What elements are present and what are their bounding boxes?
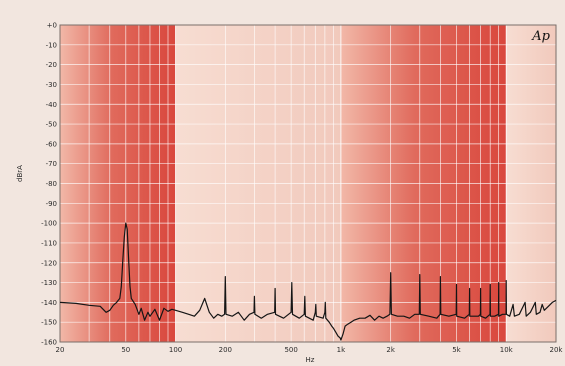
y-tick-label: +0 [47, 22, 57, 30]
x-tick-label: 10k [500, 346, 514, 354]
y-tick-label: -40 [46, 101, 57, 109]
y-tick-label: -80 [46, 180, 57, 188]
y-tick-label: -20 [46, 61, 57, 69]
y-tick-label: -50 [46, 121, 57, 129]
y-tick-label: -60 [46, 140, 57, 148]
x-tick-label: 20k [550, 346, 564, 354]
plot-frame [59, 24, 557, 343]
y-tick-label: -160 [41, 339, 57, 347]
y-tick-label: -100 [41, 220, 57, 228]
y-tick-label: -130 [41, 279, 57, 287]
y-tick-label: -10 [46, 41, 57, 49]
x-tick-label: 200 [219, 346, 232, 354]
y-tick-label: -70 [46, 160, 57, 168]
x-tick-label: 100 [169, 346, 182, 354]
y-axis-label: dBrA [16, 165, 24, 182]
spectrum-trace [59, 222, 557, 341]
x-axis-label: Hz [306, 356, 315, 364]
x-axis-ticks: 20 50 100 200 500 1k 2k 5k 10k 20k [56, 346, 564, 354]
x-tick-label: 2k [386, 346, 395, 354]
x-tick-label: 500 [284, 346, 297, 354]
x-tick-label: 5k [452, 346, 461, 354]
y-tick-label: -110 [41, 239, 57, 247]
ap-logo: Ap [531, 29, 550, 44]
y-tick-label: -140 [41, 299, 57, 307]
y-axis-ticks: +0 -10 -20 -30 -40 -50 -60 -70 -80 -90 -100 -110 -12… [41, 22, 57, 347]
x-tick-label: 50 [121, 346, 130, 354]
y-tick-label: -90 [46, 200, 57, 208]
x-tick-label: 1k [337, 346, 346, 354]
x-tick-label: 20 [56, 346, 65, 354]
y-tick-label: -150 [41, 319, 57, 327]
y-tick-label: -30 [46, 81, 57, 89]
y-tick-label: -120 [41, 259, 57, 267]
